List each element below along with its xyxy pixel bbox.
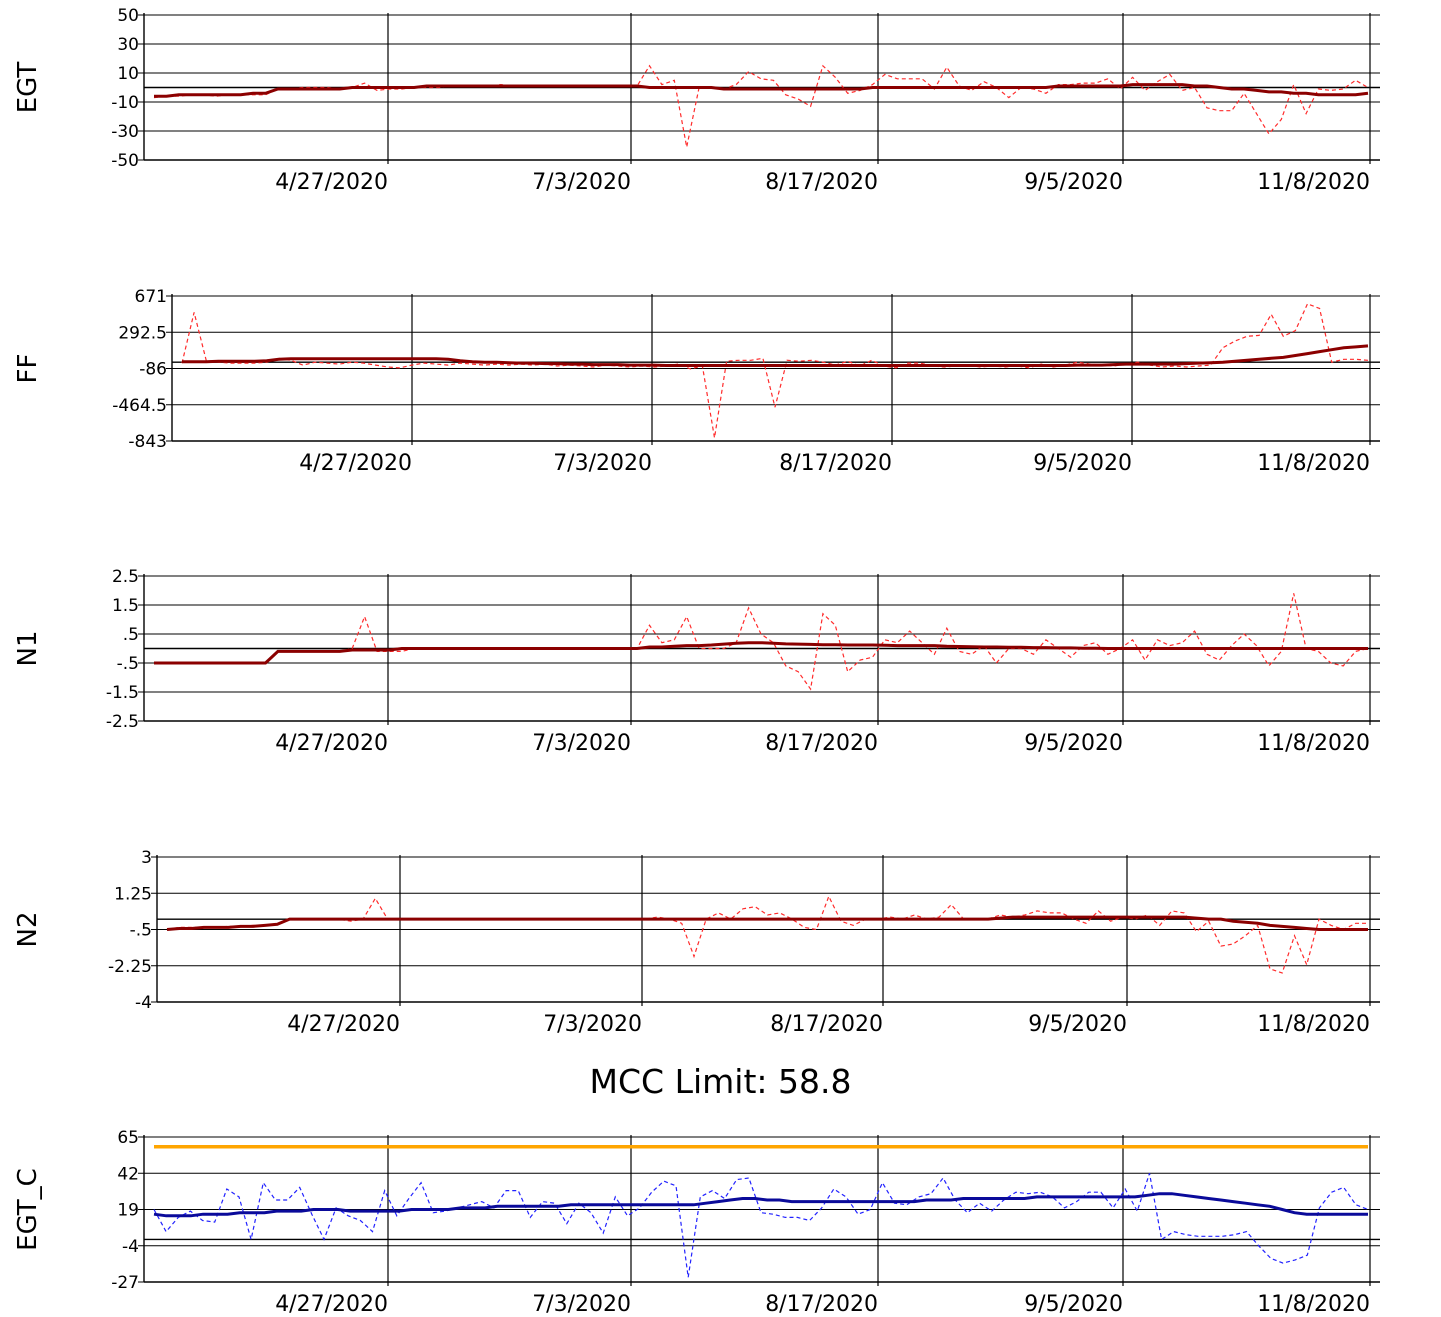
egt-c-y-axis-label: EGT_C [13,1168,43,1251]
n1-x-tick-label: 9/5/2020 [1024,731,1123,756]
egt-c-raw-series [153,1173,1369,1278]
egt-c-y-tick-label: -4 [122,1237,139,1257]
ff-x-tick-label: 7/3/2020 [553,451,652,476]
n1-x-tick-label: 4/27/2020 [275,731,388,756]
egt-panel: 50 30 10 -10 -30 -50 4/27/2020 7/3/2020 8/17/202… [13,6,1380,195]
egt-y-tick-label: 30 [117,35,139,55]
n2-y-tick-label: -4 [135,993,152,1013]
egt-c-x-tick-label: 11/8/2020 [1257,1292,1370,1317]
ff-y-tick-label: -86 [139,360,167,380]
n1-panel: 2.5 1.5 .5 -.5 -1.5 -2.5 4/27/2020 7/3/2020 8/17… [13,567,1380,756]
n1-y-tick-label: 2.5 [112,567,139,587]
ff-raw-series [181,303,1369,438]
ff-x-tick-label: 9/5/2020 [1033,451,1132,476]
n1-x-tick-label: 7/3/2020 [532,731,631,756]
n2-y-tick-label: -2.25 [108,957,152,977]
n2-panel: 3 1.25 -.5 -2.25 -4 4/27/2020 7/3/2020 8/17/202… [13,848,1380,1037]
ff-x-tick-label: 8/17/2020 [779,451,892,476]
n1-y-tick-label: -2.5 [106,712,139,732]
n2-x-tick-label: 9/5/2020 [1028,1012,1127,1037]
ff-y-tick-label: 292.5 [118,323,167,343]
egt-c-x-tick-label: 7/3/2020 [532,1292,631,1317]
egt-smooth-series [154,83,1369,98]
egt-raw-series [153,64,1369,148]
n1-x-tick-label: 8/17/2020 [765,731,878,756]
n2-x-tick-label: 11/8/2020 [1257,1012,1370,1037]
ff-x-tick-label: 11/8/2020 [1257,451,1370,476]
egt-c-panel: 65 42 19 -4 -27 4/27/2020 7/3/2020 8/17/2020 9/5… [13,1128,1380,1317]
ff-y-tick-label: -464.5 [112,396,167,416]
egt-c-y-tick-label: 42 [117,1164,139,1184]
n2-raw-series [166,894,1368,974]
n1-x-tick-label: 11/8/2020 [1257,731,1370,756]
ff-y-tick-label: -843 [128,432,167,452]
egt-x-tick-label: 11/8/2020 [1257,170,1370,195]
egt-c-y-tick-label: 19 [117,1201,139,1221]
egt-x-tick-label: 7/3/2020 [532,170,631,195]
n2-smooth-series [166,915,1368,931]
egt-y-tick-label: -10 [111,93,139,113]
n2-y-tick-label: 1.25 [114,884,152,904]
egt-y-tick-label: 50 [117,6,139,26]
egt-c-x-tick-label: 8/17/2020 [765,1292,878,1317]
n1-y-tick-label: .5 [123,625,139,645]
egt-y-tick-label: -30 [111,122,139,142]
egt-c-x-tick-label: 9/5/2020 [1024,1292,1123,1317]
egt-y-tick-label: -50 [111,151,139,171]
ff-panel: 671 292.5 -86 -464.5 -843 4/27/2020 7/3/2020 8/… [13,287,1380,476]
egt-c-y-tick-label: 65 [117,1128,139,1148]
n2-y-axis-label: N2 [13,912,43,948]
n1-raw-series [154,593,1369,691]
egt-x-tick-label: 9/5/2020 [1024,170,1123,195]
n2-y-tick-label: 3 [141,848,152,868]
n1-smooth-series [154,641,1368,665]
ff-smooth-series [182,344,1369,367]
ff-x-tick-label: 4/27/2020 [299,451,412,476]
n1-y-tick-label: -.5 [117,654,139,674]
egt-x-tick-label: 8/17/2020 [765,170,878,195]
n2-y-tick-label: -.5 [130,921,152,941]
egt-c-x-tick-label: 4/27/2020 [275,1292,388,1317]
egt-y-tick-label: 10 [117,64,139,84]
egt-c-y-tick-label: -27 [111,1273,139,1293]
ff-y-tick-label: 671 [135,287,167,307]
ff-y-axis-label: FF [13,354,43,384]
egt-c-smooth-series [153,1192,1368,1218]
n1-y-tick-label: 1.5 [112,596,139,616]
n2-x-tick-label: 4/27/2020 [287,1012,400,1037]
n1-y-tick-label: -1.5 [106,683,139,703]
n1-y-axis-label: N1 [13,631,43,667]
n2-x-tick-label: 8/17/2020 [770,1012,883,1037]
n2-x-tick-label: 7/3/2020 [543,1012,642,1037]
mcc-limit-title: MCC Limit: 58.8 [589,1062,852,1101]
egt-x-tick-label: 4/27/2020 [275,170,388,195]
egt-y-axis-label: EGT [13,62,43,114]
